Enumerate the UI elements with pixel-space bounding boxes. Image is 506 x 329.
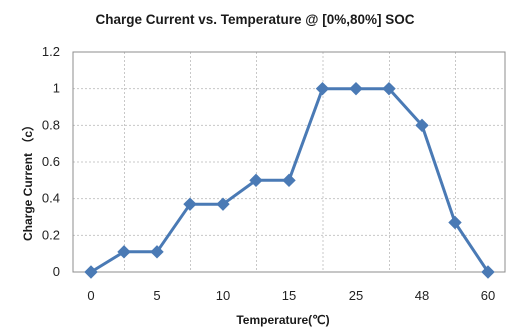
x-axis-label: Temperature(℃) (236, 313, 329, 327)
data-point (84, 265, 98, 279)
grid-lines (73, 52, 505, 272)
y-tick-label: 0.4 (42, 191, 60, 206)
x-tick-label: 10 (216, 288, 230, 303)
y-tick-label: 0.2 (42, 227, 60, 242)
x-tick-label: 0 (87, 288, 94, 303)
x-tick-label: 25 (349, 288, 363, 303)
x-axis-ticks: 0 5 10 15 25 48 60 (87, 288, 495, 303)
data-point (349, 81, 363, 96)
y-tick-label: 1.2 (42, 44, 60, 59)
x-tick-label: 15 (282, 288, 296, 303)
y-tick-label: 0.6 (42, 154, 60, 169)
data-point (117, 245, 131, 259)
y-axis-ticks: 0 0.2 0.4 0.6 0.8 1 1.2 (42, 44, 60, 279)
data-point (282, 173, 296, 188)
x-tick-label: 48 (415, 288, 429, 303)
data-point (216, 197, 230, 211)
data-point (382, 81, 396, 96)
data-point (249, 173, 263, 188)
series-charge-current (84, 81, 495, 279)
y-tick-label: 0.8 (42, 117, 60, 132)
data-point (481, 265, 495, 279)
x-tick-label: 60 (481, 288, 495, 303)
y-axis-label: Charge Current （c） (20, 119, 35, 241)
data-point (415, 118, 429, 133)
plot-area-frame (72, 51, 506, 273)
y-tick-label: 1 (53, 81, 60, 96)
data-point (448, 215, 462, 230)
data-point (150, 245, 164, 259)
y-tick-label: 0 (53, 264, 60, 279)
x-tick-label: 5 (153, 288, 160, 303)
chart-title: Charge Current vs. Temperature @ [0%,80%… (95, 12, 414, 27)
data-point (183, 197, 197, 211)
data-point (315, 81, 330, 96)
